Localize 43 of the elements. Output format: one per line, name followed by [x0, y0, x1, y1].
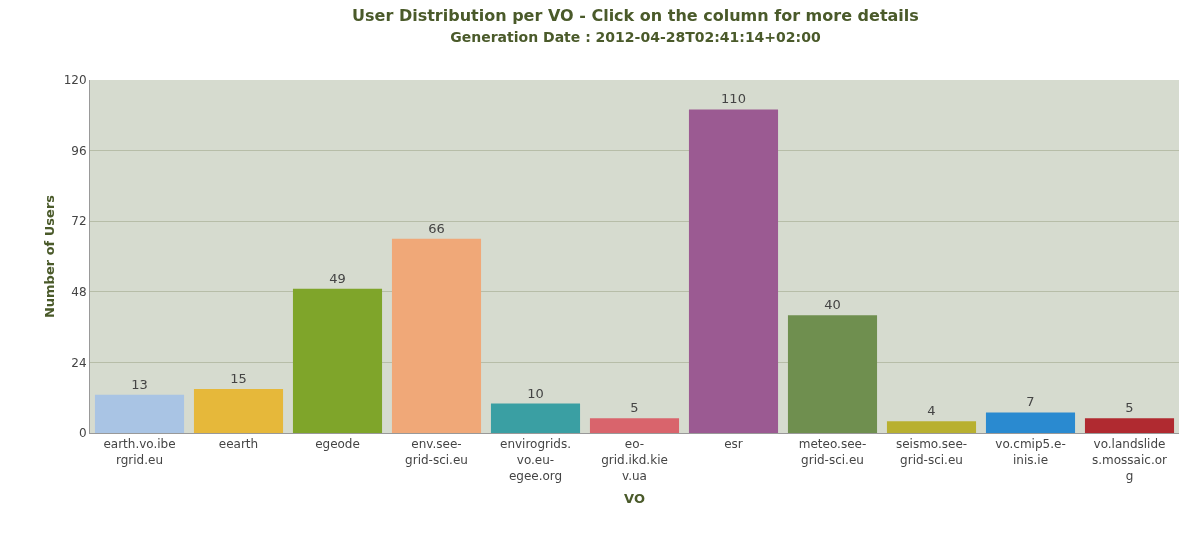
x-tick-label: seismo.see-grid-sci.eu	[895, 437, 968, 467]
x-tick-label: vo.cmip5.e-inis.ie	[995, 437, 1066, 467]
data-label: 40	[824, 297, 841, 313]
bar	[886, 421, 977, 433]
y-tick-label: 0	[78, 426, 87, 441]
x-tick-label: env.see-grid-sci.eu	[405, 437, 468, 467]
data-label: 5	[630, 400, 639, 416]
data-label: 5	[1125, 400, 1134, 416]
data-label: 15	[230, 370, 247, 386]
data-label: 13	[131, 376, 148, 392]
data-label: 10	[527, 385, 544, 401]
x-tick-label: envirogrids.vo.eu-egee.org	[499, 437, 572, 483]
data-label: 4	[927, 403, 936, 419]
x-tick-label: earth.vo.ibergrid.eu	[103, 437, 176, 467]
bar	[490, 403, 581, 433]
bar	[391, 238, 482, 433]
bar	[1084, 418, 1175, 433]
y-axis-title: Number of Users	[42, 194, 57, 319]
chart-title: User Distribution per VO - Click on the column for more details	[352, 6, 919, 26]
y-tick-label: 120	[63, 73, 87, 88]
x-tick-label: meteo.see-grid-sci.eu	[798, 437, 867, 467]
x-tick-label: eo-grid.ikd.kiev.ua	[601, 437, 668, 483]
y-tick-label: 24	[71, 355, 87, 370]
x-tick-label: vo.landslides.mossaic.org	[1092, 437, 1168, 483]
chart-subtitle: Generation Date : 2012-04-28T02:41:14+02:00	[450, 29, 821, 46]
y-tick-label: 96	[71, 143, 87, 158]
data-label: 7	[1026, 394, 1035, 410]
bar	[589, 418, 680, 433]
data-label: 66	[428, 220, 445, 236]
data-label: 110	[721, 91, 746, 107]
bar	[193, 388, 284, 433]
y-tick-label: 72	[71, 214, 87, 229]
x-tick-label: esr	[724, 437, 743, 452]
bar	[94, 394, 185, 433]
bar	[985, 412, 1076, 433]
x-tick-label: eearth	[218, 437, 259, 452]
bar	[688, 109, 779, 433]
x-tick-label: egeode	[315, 437, 360, 452]
bar	[787, 315, 878, 433]
x-axis-title: VO	[624, 491, 645, 507]
bar	[292, 288, 383, 433]
y-tick-label: 48	[71, 285, 87, 299]
data-label: 49	[329, 270, 346, 286]
